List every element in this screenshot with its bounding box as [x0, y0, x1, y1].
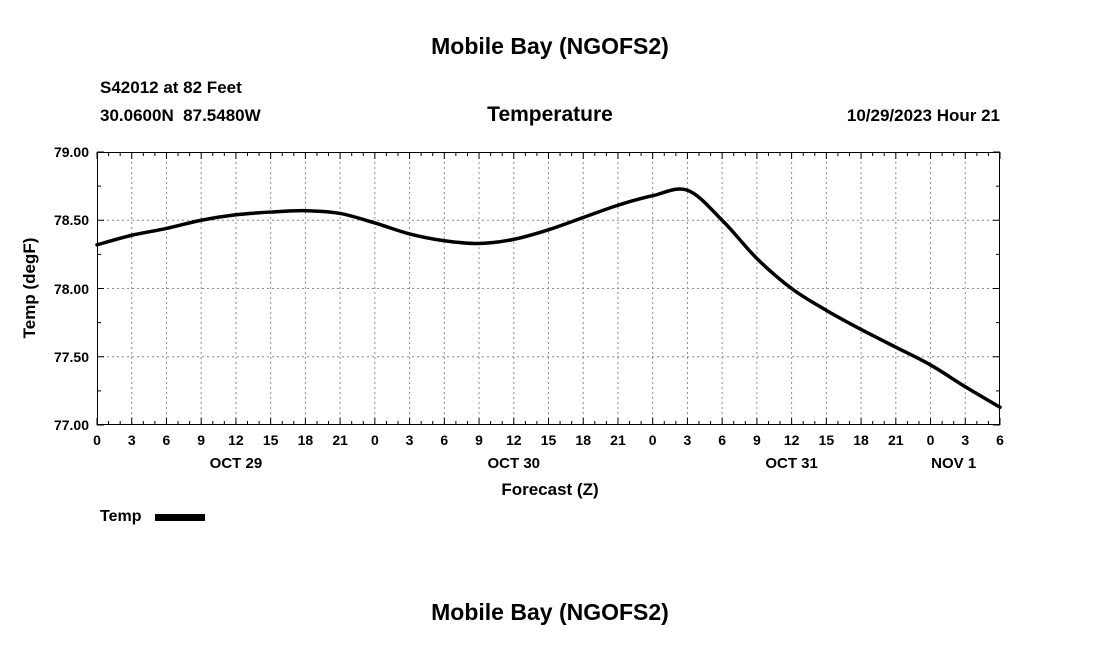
- x-tick-label: 3: [683, 432, 692, 448]
- x-tick-label: 15: [262, 432, 279, 448]
- x-tick-label: 18: [297, 432, 314, 448]
- x-tick-label: 6: [996, 432, 1004, 448]
- x-tick-label: 9: [475, 432, 483, 448]
- x-tick-label: 21: [610, 432, 626, 448]
- x-tick-label: 21: [332, 432, 348, 448]
- x-tick-label: 12: [505, 432, 522, 448]
- day-label: OCT 29: [209, 455, 263, 472]
- x-tick-label: 18: [853, 432, 869, 448]
- x-tick-label: 9: [197, 432, 206, 448]
- x-tick-label: 0: [926, 432, 935, 448]
- x-tick-label: 12: [228, 432, 244, 448]
- temperature-line-chart: [95, 151, 1002, 426]
- x-tick-label: 21: [888, 432, 904, 448]
- x-tick-label: 6: [440, 432, 449, 448]
- x-tick-label: 18: [575, 432, 591, 448]
- x-tick-label: 0: [370, 432, 379, 448]
- x-tick-label: 3: [961, 432, 970, 448]
- station-id: S42012 at 82 Feet: [100, 78, 242, 97]
- x-tick-label: 15: [540, 432, 557, 448]
- legend: Temp: [100, 508, 206, 526]
- x-tick-label: 0: [93, 432, 101, 448]
- day-label: NOV 1: [931, 455, 977, 472]
- y-tick-label: 77.00: [53, 417, 89, 433]
- x-tick-label: 6: [162, 432, 171, 448]
- chart-subtitle: Temperature: [487, 103, 613, 126]
- x-tick-label: 9: [752, 432, 761, 448]
- day-label: OCT 31: [765, 455, 818, 472]
- legend-line-swatch: [155, 513, 206, 521]
- chart-main-title: Mobile Bay (NGOFS2): [431, 33, 669, 59]
- x-tick-label: 3: [405, 432, 414, 448]
- x-tick-label: 12: [783, 432, 800, 448]
- day-label: OCT 30: [487, 455, 541, 472]
- legend-label: Temp: [100, 508, 142, 525]
- x-axis-label: Forecast (Z): [501, 480, 599, 499]
- second-chart-title: Mobile Bay (NGOFS2): [431, 599, 669, 625]
- y-tick-label: 79.00: [53, 144, 89, 160]
- model-run-time: 10/29/2023 Hour 21: [846, 106, 1000, 125]
- y-tick-label: 78.00: [53, 280, 89, 297]
- x-tick-label: 3: [127, 432, 136, 448]
- station-coordinates: 30.0600N 87.5480W: [100, 106, 261, 125]
- y-tick-label: 77.50: [53, 348, 89, 365]
- x-tick-label: 15: [818, 432, 835, 448]
- y-tick-label: 78.50: [53, 212, 89, 229]
- x-tick-label: 0: [648, 432, 657, 448]
- x-tick-label: 6: [718, 432, 727, 448]
